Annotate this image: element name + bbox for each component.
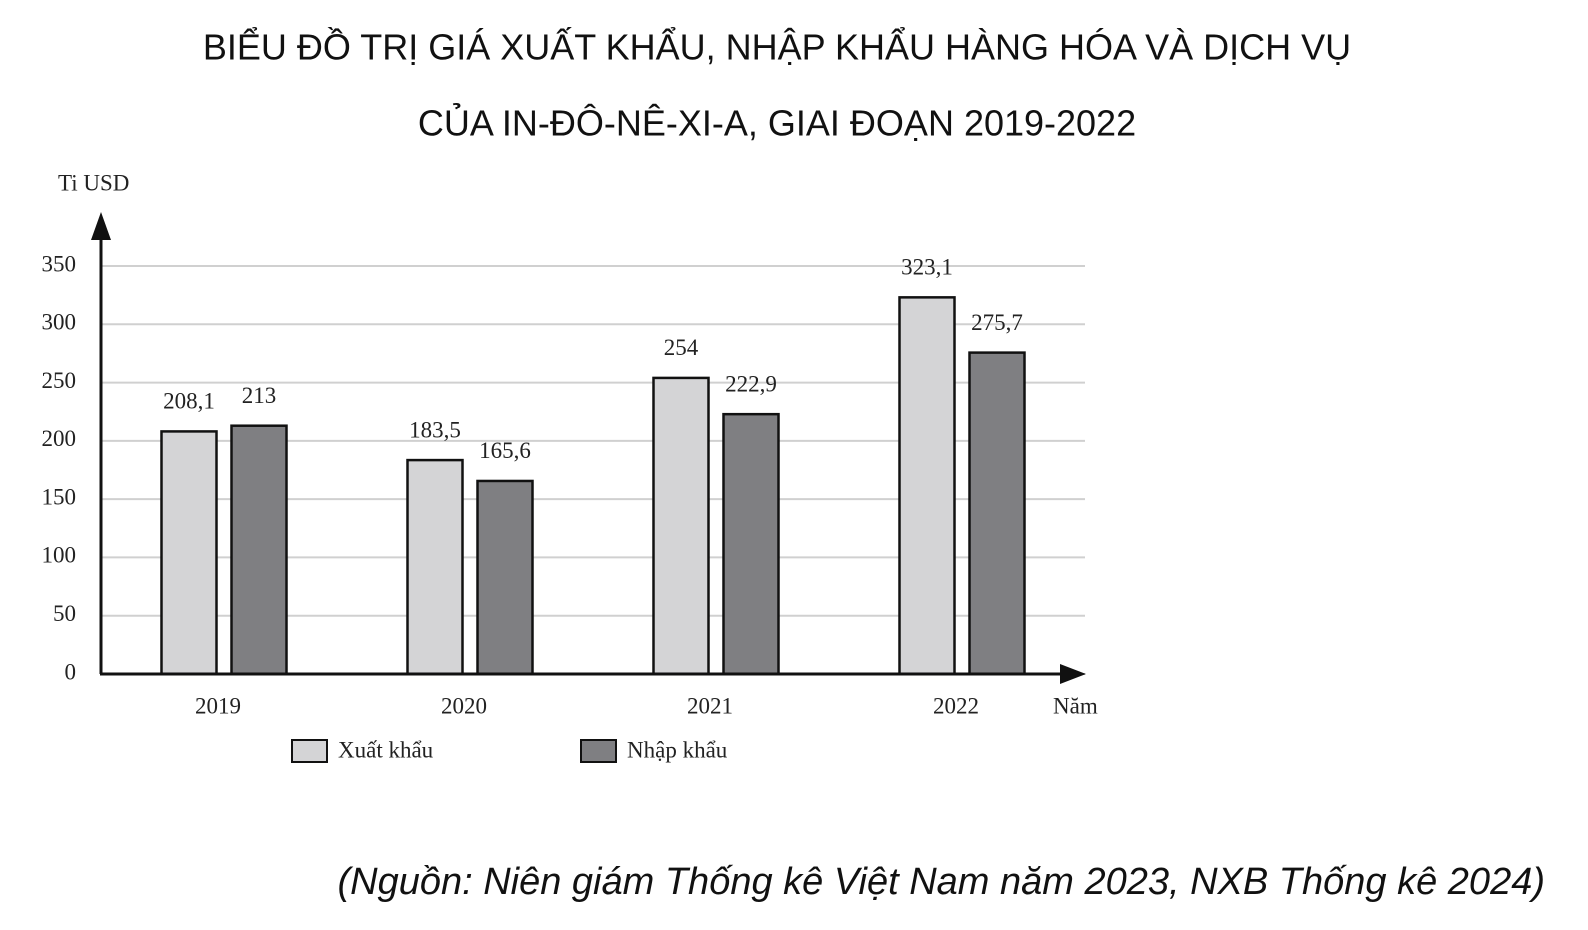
bar <box>968 351 1026 676</box>
bar <box>722 412 780 676</box>
bar <box>230 424 288 676</box>
axes <box>91 212 1086 684</box>
value-label: 222,9 <box>725 371 777 396</box>
y-tick-label: 150 <box>42 484 77 509</box>
legend-label: Nhập khẩu <box>627 737 728 762</box>
value-label: 208,1 <box>163 389 215 414</box>
y-tick-label: 250 <box>42 368 77 393</box>
x-axis-label: Năm <box>1053 693 1098 718</box>
legend-swatch <box>291 739 328 763</box>
value-label: 165,6 <box>479 438 531 463</box>
legend-label: Xuất khẩu <box>338 737 434 762</box>
bar <box>406 458 464 676</box>
value-label: 323,1 <box>901 255 953 280</box>
chart-title: BIỂU ĐỒ TRỊ GIÁ XUẤT KHẨU, NHẬP KHẨU HÀN… <box>203 26 1351 68</box>
x-tick-label: 2022 <box>933 693 979 718</box>
y-tick-label: 300 <box>42 310 77 335</box>
value-label: 275,7 <box>971 310 1023 335</box>
bar <box>898 296 956 676</box>
bar <box>652 376 710 676</box>
x-tick-label: 2020 <box>441 693 487 718</box>
y-tick-label: 200 <box>42 426 77 451</box>
value-label: 183,5 <box>409 417 461 442</box>
y-tick-label: 0 <box>65 659 77 684</box>
bar <box>476 479 534 676</box>
y-axis-arrow <box>91 212 111 240</box>
bar <box>160 430 218 676</box>
y-tick-label: 50 <box>53 601 76 626</box>
plot-area: 0 50 100 150 200 250 300 350 2019 208,1 213 2020 183… <box>42 251 1085 763</box>
value-label: 213 <box>242 383 277 408</box>
x-axis-arrow <box>1060 664 1086 684</box>
chart-title: CỦA IN-ĐÔ-NÊ-XI-A, GIAI ĐOẠN 2019-2022 <box>418 102 1136 144</box>
source-note: (Nguồn: Niên giám Thống kê Việt Nam năm … <box>337 861 1545 903</box>
y-axis-label: Ti USD <box>58 170 129 195</box>
legend-swatch <box>580 739 617 763</box>
x-tick-label: 2021 <box>687 693 733 718</box>
value-label: 254 <box>664 335 699 360</box>
y-tick-label: 100 <box>42 543 77 568</box>
x-tick-label: 2019 <box>195 693 241 718</box>
y-tick-label: 350 <box>42 251 77 276</box>
